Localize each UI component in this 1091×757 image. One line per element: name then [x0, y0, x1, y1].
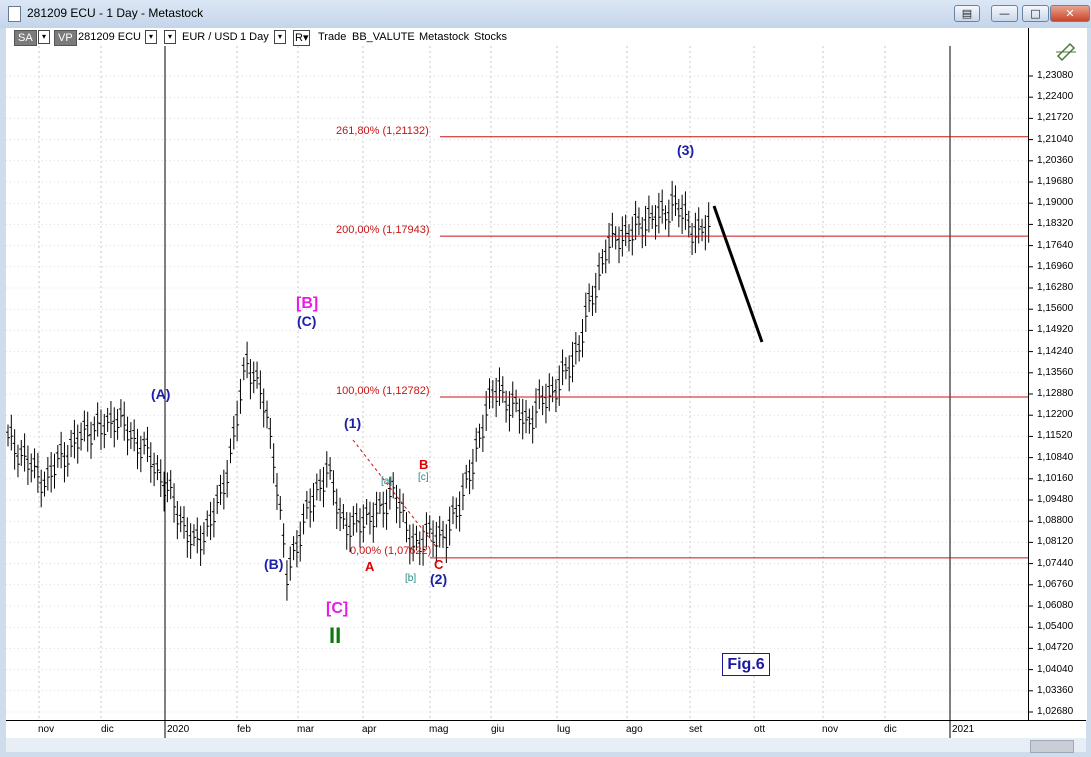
- date-tick-label: 2020: [167, 724, 190, 735]
- fibonacci-label: 200,00% (1,17943): [336, 224, 430, 236]
- price-tick-label: 1,22400: [1037, 91, 1074, 103]
- price-axis: [1028, 28, 1087, 720]
- price-tick-label: 1,07440: [1037, 557, 1074, 569]
- price-tick-label: 1,06760: [1037, 578, 1074, 590]
- price-tick-label: 1,12200: [1037, 409, 1074, 421]
- price-tick-label: 1,12880: [1037, 388, 1074, 399]
- horizontal-scrollbar[interactable]: [6, 738, 1086, 752]
- price-tick-label: 1,08800: [1037, 515, 1074, 527]
- price-tick-label: 1,08120: [1037, 536, 1074, 548]
- price-tick-label: 1,03360: [1037, 684, 1074, 696]
- price-tick-label: 1,13560: [1037, 366, 1074, 378]
- date-tick-label: set: [689, 724, 703, 735]
- category-label: Stocks: [474, 31, 508, 43]
- pair-label: EUR / USD: [182, 31, 238, 43]
- price-tick-label: 1,18320: [1037, 218, 1074, 230]
- price-tick-label: 1,04040: [1037, 663, 1074, 675]
- price-tick-label: 1,16280: [1037, 282, 1074, 293]
- price-tick-label: 1,09480: [1037, 494, 1074, 505]
- price-tick-label: 1,17640: [1037, 239, 1074, 251]
- date-tick-label: dic: [884, 724, 897, 735]
- price-tick-label: 1,10840: [1037, 451, 1074, 463]
- price-tick-label: 1,15600: [1037, 303, 1074, 315]
- date-tick-label: 2021: [952, 724, 975, 735]
- drawing-tool-icon: [1056, 42, 1076, 62]
- date-tick-label: feb: [237, 724, 251, 735]
- price-tick-label: 1,11520: [1037, 430, 1073, 442]
- fibonacci-label: 0,00% (1,07622): [350, 545, 431, 557]
- date-tick-label: ott: [754, 724, 766, 735]
- price-tick-label: 1,16960: [1037, 260, 1074, 272]
- price-tick-label: 1,20360: [1037, 154, 1074, 166]
- period-dropdown-icon[interactable]: ▾: [274, 30, 286, 44]
- period-label: 1 Day: [240, 31, 269, 43]
- fibonacci-label: 100,00% (1,12782): [336, 385, 430, 397]
- wave-label-C-box: [C]: [326, 600, 348, 617]
- figure-label: Fig.6: [722, 653, 770, 676]
- date-tick-label: mag: [429, 724, 449, 735]
- price-tick-label: 1,21040: [1037, 133, 1074, 145]
- date-tick-label: giu: [491, 724, 505, 735]
- pair-menu-icon[interactable]: ▾: [164, 30, 176, 44]
- date-tick-label: lug: [557, 724, 571, 735]
- price-tick-label: 1,05400: [1037, 621, 1074, 633]
- date-tick-label: dic: [101, 724, 114, 735]
- price-tick-label: 1,04720: [1037, 642, 1074, 654]
- code-dropdown-icon[interactable]: ▾: [145, 30, 157, 44]
- price-tick-label: 1,23080: [1037, 70, 1074, 81]
- wave-label-B: (B): [264, 556, 283, 572]
- vp-button[interactable]: VP: [54, 30, 77, 46]
- wave-label-c-small: [c]: [418, 472, 429, 483]
- window-title: 281209 ECU - 1 Day - Metastock: [27, 6, 204, 20]
- price-tick-label: 1,19680: [1037, 176, 1074, 187]
- source-label: Metastock: [419, 31, 470, 43]
- close-button[interactable]: ✕: [1050, 5, 1090, 22]
- price-tick-label: 1,10160: [1037, 472, 1074, 484]
- trade-label[interactable]: Trade: [318, 31, 347, 43]
- wave-label-B-box: [B]: [296, 295, 318, 312]
- price-tick-label: 1,21720: [1037, 112, 1074, 124]
- wave-label-b-small: [b]: [405, 573, 416, 584]
- sa-button[interactable]: SA: [14, 30, 37, 46]
- price-tick-label: 1,19000: [1037, 197, 1074, 209]
- projection-dashed-line: [352, 439, 438, 549]
- price-tick-label: 1,02680: [1037, 706, 1074, 717]
- wave-label-II: II: [329, 623, 341, 648]
- wave-label-2: (2): [430, 571, 447, 587]
- restore-chart-icon[interactable]: ▤: [954, 5, 980, 22]
- price-chart-area[interactable]: [6, 46, 1028, 720]
- wave-label-a-small: [a]: [381, 476, 392, 487]
- security-code: 281209 ECU: [78, 31, 141, 43]
- document-icon: [8, 6, 21, 22]
- date-tick-label: ago: [626, 724, 643, 735]
- maximize-button[interactable]: □: [1022, 5, 1049, 22]
- sa-dropdown-icon[interactable]: ▾: [38, 30, 50, 44]
- date-tick-label: nov: [822, 724, 839, 735]
- date-axis: [6, 720, 1086, 739]
- price-tick-label: 1,14240: [1037, 345, 1074, 357]
- wave-label-C: (C): [297, 313, 316, 329]
- price-tick-label: 1,14920: [1037, 324, 1074, 336]
- wave-label-b: B: [419, 457, 428, 472]
- date-tick-label: mar: [297, 724, 315, 735]
- chart-toolbar: SA ▾ VP 281209 ECU ▾ ▾ EUR / USD 1 Day ▾…: [6, 28, 1028, 46]
- scrollbar-thumb[interactable]: [1030, 740, 1074, 753]
- date-tick-label: apr: [362, 724, 377, 735]
- wave-label-3: (3): [677, 142, 694, 158]
- indicator-label: BB_VALUTE: [352, 31, 415, 43]
- date-tick-label: nov: [38, 724, 55, 735]
- title-bar: 281209 ECU - 1 Day - Metastock ▤ — □ ✕: [0, 0, 1091, 28]
- price-tick-label: 1,06080: [1037, 600, 1074, 611]
- wave-label-c: C: [434, 557, 444, 572]
- projection-line: [712, 205, 764, 343]
- r-dropdown[interactable]: R▾: [293, 30, 311, 46]
- wave-label-A: (A): [151, 386, 170, 402]
- minimize-button[interactable]: —: [991, 5, 1018, 22]
- fibonacci-label: 261,80% (1,21132): [336, 125, 429, 137]
- wave-label-a: A: [365, 559, 375, 574]
- wave-label-1: (1): [344, 415, 361, 431]
